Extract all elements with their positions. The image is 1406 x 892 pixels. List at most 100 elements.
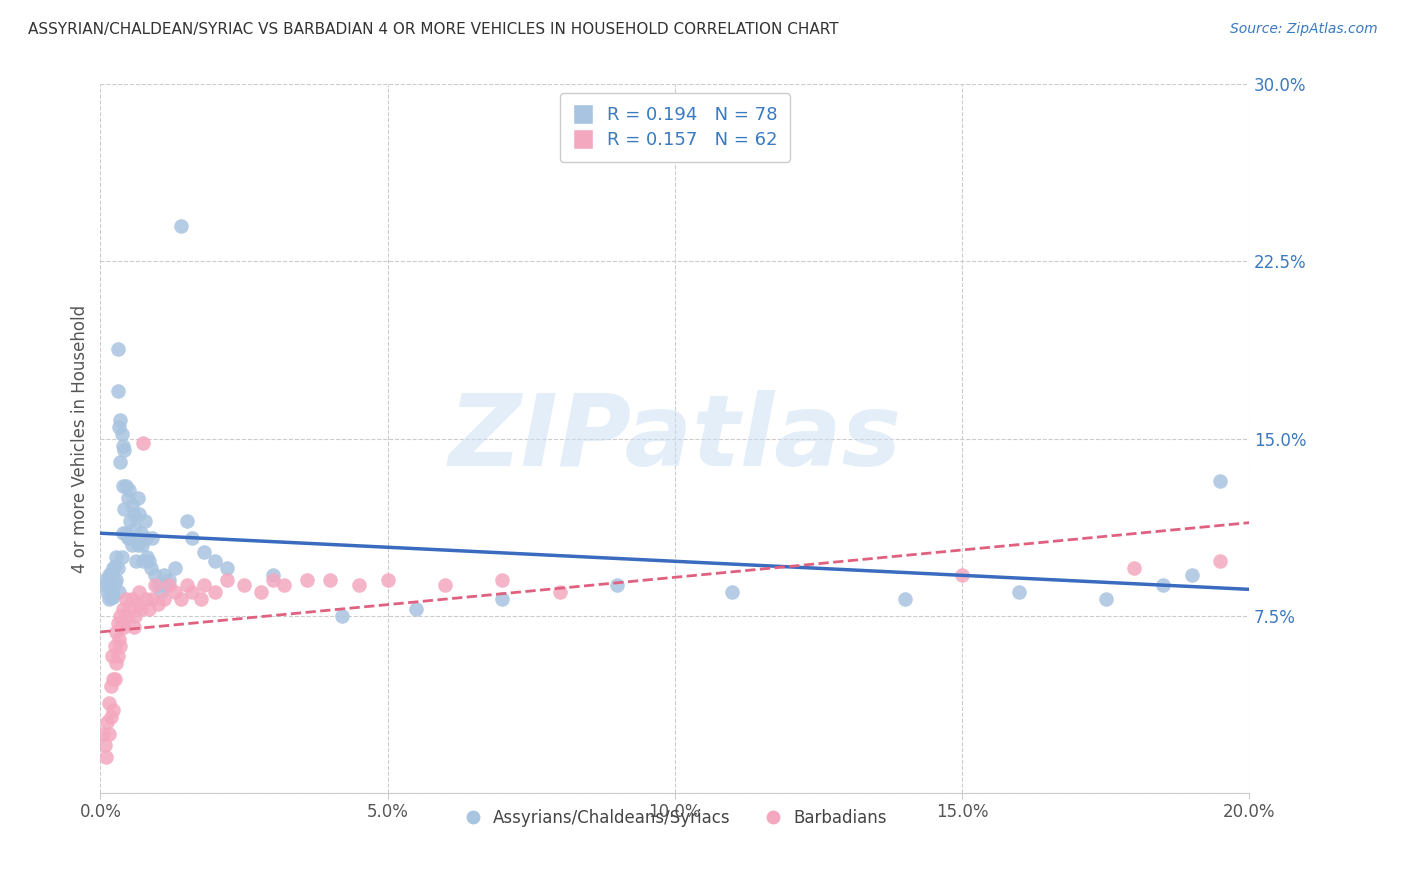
- Legend: Assyrians/Chaldeans/Syriacs, Barbadians: Assyrians/Chaldeans/Syriacs, Barbadians: [456, 803, 894, 834]
- Point: [110, 412, 132, 426]
- Point: [98, 568, 121, 582]
- Point: [193, 578, 215, 592]
- Point: [107, 419, 129, 434]
- Point: [118, 601, 141, 615]
- Point: [104, 673, 127, 687]
- Point: [181, 531, 204, 545]
- Point: [176, 514, 198, 528]
- Point: [107, 632, 129, 647]
- Point: [101, 585, 124, 599]
- Point: [127, 491, 149, 505]
- Point: [491, 592, 513, 607]
- Point: [135, 531, 157, 545]
- Point: [124, 521, 146, 535]
- Point: [112, 439, 135, 453]
- Point: [115, 526, 138, 541]
- Point: [1209, 554, 1232, 568]
- Point: [433, 578, 456, 592]
- Point: [233, 578, 256, 592]
- Point: [262, 568, 284, 582]
- Point: [141, 592, 163, 607]
- Point: [124, 608, 146, 623]
- Point: [1094, 592, 1116, 607]
- Point: [121, 592, 143, 607]
- Point: [128, 585, 150, 599]
- Point: [204, 585, 226, 599]
- Point: [138, 601, 160, 615]
- Point: [105, 573, 128, 587]
- Point: [146, 597, 169, 611]
- Point: [100, 680, 122, 694]
- Point: [157, 578, 180, 592]
- Point: [107, 561, 129, 575]
- Point: [111, 615, 134, 630]
- Point: [170, 219, 193, 233]
- Point: [132, 554, 155, 568]
- Point: [121, 538, 143, 552]
- Point: [721, 585, 744, 599]
- Point: [122, 620, 145, 634]
- Point: [134, 514, 156, 528]
- Point: [94, 578, 117, 592]
- Point: [112, 479, 135, 493]
- Text: ZIPatlas: ZIPatlas: [449, 390, 901, 487]
- Point: [121, 498, 143, 512]
- Point: [107, 648, 129, 663]
- Point: [1008, 585, 1031, 599]
- Point: [110, 455, 132, 469]
- Point: [117, 491, 139, 505]
- Point: [104, 640, 127, 654]
- Point: [181, 585, 204, 599]
- Point: [204, 554, 226, 568]
- Point: [1152, 578, 1174, 592]
- Point: [146, 578, 169, 592]
- Point: [107, 615, 129, 630]
- Point: [129, 526, 152, 541]
- Point: [152, 568, 174, 582]
- Point: [118, 531, 141, 545]
- Point: [101, 673, 124, 687]
- Point: [138, 554, 160, 568]
- Point: [1123, 561, 1146, 575]
- Point: [1181, 568, 1204, 582]
- Text: ASSYRIAN/CHALDEAN/SYRIAC VS BARBADIAN 4 OR MORE VEHICLES IN HOUSEHOLD CORRELATIO: ASSYRIAN/CHALDEAN/SYRIAC VS BARBADIAN 4 …: [28, 22, 839, 37]
- Point: [110, 640, 132, 654]
- Point: [127, 597, 149, 611]
- Point: [101, 703, 124, 717]
- Point: [105, 625, 128, 640]
- Point: [129, 601, 152, 615]
- Point: [405, 601, 427, 615]
- Point: [117, 608, 139, 623]
- Point: [96, 585, 118, 599]
- Point: [101, 648, 124, 663]
- Point: [262, 573, 284, 587]
- Point: [377, 573, 399, 587]
- Point: [132, 436, 155, 450]
- Point: [136, 549, 159, 564]
- Point: [190, 592, 212, 607]
- Point: [1209, 474, 1232, 488]
- Point: [115, 479, 138, 493]
- Point: [330, 608, 353, 623]
- Point: [107, 384, 129, 399]
- Point: [105, 549, 128, 564]
- Point: [94, 750, 117, 764]
- Point: [94, 739, 117, 753]
- Point: [101, 590, 124, 604]
- Point: [131, 538, 153, 552]
- Y-axis label: 4 or more Vehicles in Household: 4 or more Vehicles in Household: [72, 304, 89, 573]
- Point: [101, 561, 124, 575]
- Point: [120, 514, 142, 528]
- Point: [491, 573, 513, 587]
- Point: [104, 575, 127, 590]
- Point: [215, 573, 238, 587]
- Point: [107, 342, 129, 356]
- Point: [98, 696, 121, 710]
- Point: [548, 585, 571, 599]
- Point: [91, 726, 114, 740]
- Point: [117, 531, 139, 545]
- Point: [215, 561, 238, 575]
- Point: [98, 592, 121, 607]
- Point: [155, 578, 177, 592]
- Point: [98, 726, 121, 740]
